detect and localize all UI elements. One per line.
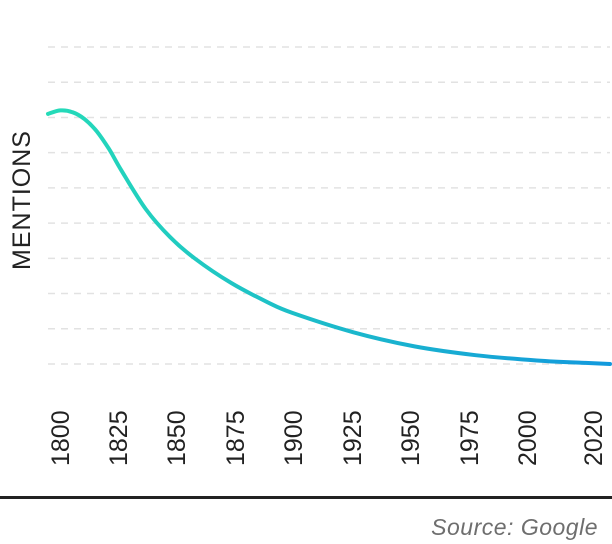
x-tick-label: 1925 [339,410,367,466]
footer-divider [0,496,612,499]
x-tick-label: 1800 [47,410,75,466]
x-tick-label: 1975 [456,410,484,466]
x-tick-label: 2020 [580,410,608,466]
series-group [46,108,612,366]
y-axis-label: MENTIONS [8,130,36,270]
x-tick-label: 1950 [397,410,425,466]
x-tick-label: 1900 [280,410,308,466]
x-tick-labels: 1800 1825 1850 1875 1900 1925 1950 1975 2000 2020 [47,410,608,466]
source-note: Source: Google [431,514,598,540]
series-line [46,108,612,366]
x-tick-label: 2000 [514,410,542,466]
gridlines [48,46,610,365]
x-tick-label: 1850 [163,410,191,466]
x-tick-label: 1875 [222,410,250,466]
x-tick-label: 1825 [105,410,133,466]
